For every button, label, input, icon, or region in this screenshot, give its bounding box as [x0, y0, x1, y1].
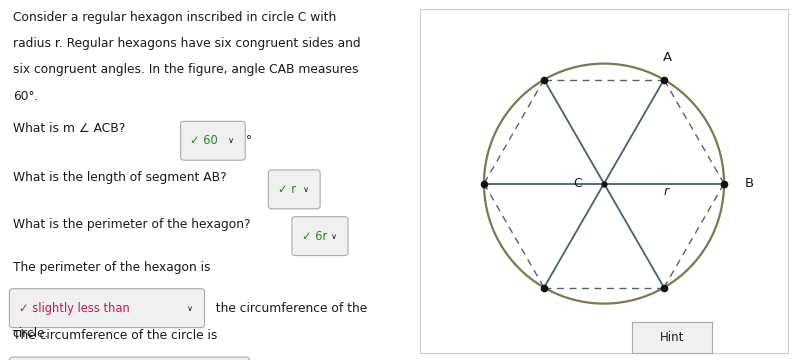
- Text: ∨: ∨: [228, 136, 234, 145]
- Text: °: °: [246, 134, 252, 147]
- Text: A: A: [663, 51, 672, 64]
- Text: r: r: [664, 185, 669, 198]
- Text: The circumference of the circle is: The circumference of the circle is: [13, 329, 218, 342]
- Text: B: B: [745, 177, 754, 190]
- Text: ✓ 60: ✓ 60: [190, 134, 218, 147]
- Text: Hint: Hint: [660, 331, 684, 344]
- FancyBboxPatch shape: [10, 357, 250, 360]
- Text: ✓ slightly less than: ✓ slightly less than: [19, 302, 130, 315]
- FancyBboxPatch shape: [10, 289, 205, 328]
- Text: 60°.: 60°.: [13, 90, 38, 103]
- Text: The perimeter of the hexagon is: The perimeter of the hexagon is: [13, 261, 210, 274]
- Text: the circumference of the: the circumference of the: [207, 302, 367, 315]
- Text: ✓ 6r: ✓ 6r: [302, 230, 327, 243]
- Text: What is the length of segment AB?: What is the length of segment AB?: [13, 171, 226, 184]
- Text: What is m ∠ ACB?: What is m ∠ ACB?: [13, 122, 125, 135]
- FancyBboxPatch shape: [268, 170, 320, 209]
- Text: circle.: circle.: [13, 327, 50, 339]
- Text: six congruent angles. In the figure, angle CAB measures: six congruent angles. In the figure, ang…: [13, 63, 358, 76]
- Text: ∨: ∨: [303, 185, 309, 194]
- FancyBboxPatch shape: [292, 217, 348, 256]
- Text: radius r. Regular hexagons have six congruent sides and: radius r. Regular hexagons have six cong…: [13, 37, 361, 50]
- FancyBboxPatch shape: [181, 121, 246, 160]
- Text: ∨: ∨: [187, 303, 194, 312]
- Text: ∨: ∨: [330, 232, 337, 240]
- Text: What is the perimeter of the hexagon?: What is the perimeter of the hexagon?: [13, 218, 250, 231]
- Text: C: C: [574, 177, 582, 190]
- Text: ✓ r: ✓ r: [278, 183, 296, 196]
- Text: Consider a regular hexagon inscribed in circle C with: Consider a regular hexagon inscribed in …: [13, 11, 336, 24]
